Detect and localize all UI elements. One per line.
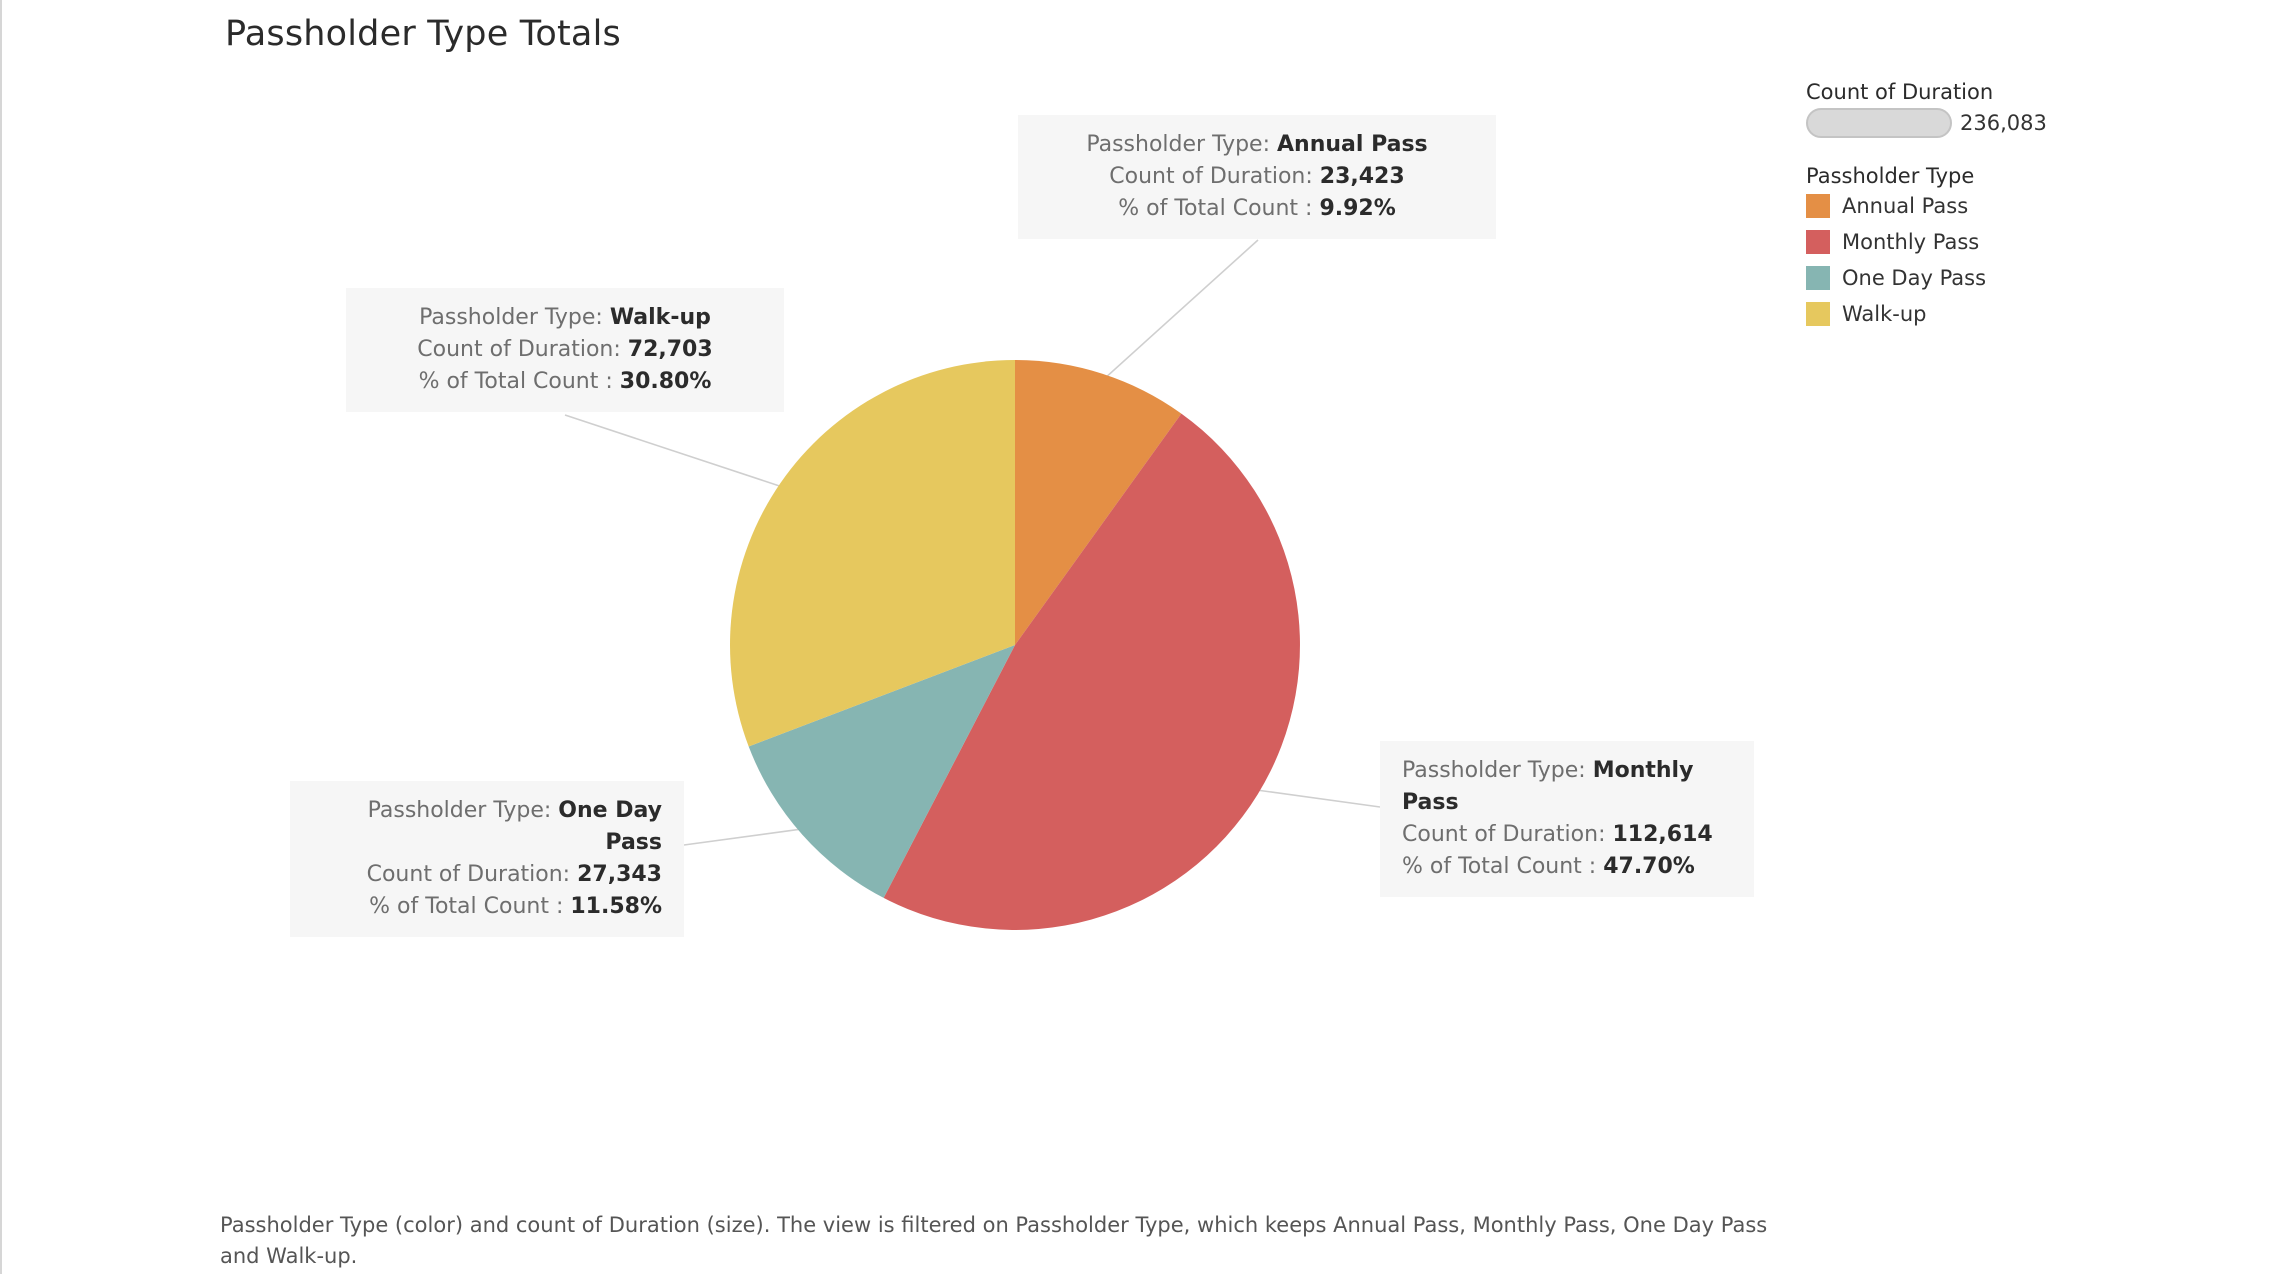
size-legend-row: 236,083 (1806, 108, 2047, 138)
legend-label: Walk-up (1842, 302, 1927, 326)
legend-item-one-day-pass[interactable]: One Day Pass (1806, 260, 2047, 296)
pie-slice-annual-pass[interactable] (1015, 360, 1182, 645)
chart-caption: Passholder Type (color) and count of Dur… (220, 1213, 1768, 1268)
size-legend-value: 236,083 (1960, 111, 2047, 135)
leader-line-annual-pass (1098, 239, 1259, 384)
legend-item-annual-pass[interactable]: Annual Pass (1806, 188, 2047, 224)
legend-swatch-annual-pass (1806, 194, 1830, 218)
legend-swatch-monthly-pass (1806, 230, 1830, 254)
leader-line-walk-up (564, 414, 789, 490)
pie-slice-one-day-pass[interactable] (748, 645, 1015, 898)
pie-slice-monthly-pass[interactable] (883, 413, 1300, 930)
legend-label: Annual Pass (1842, 194, 1969, 218)
leader-line-one-day-pass (683, 827, 810, 846)
tooltip-one-day-pass: Passholder Type: One Day Pass Count of D… (290, 781, 684, 937)
size-legend-swatch (1806, 108, 1952, 138)
legend-item-monthly-pass[interactable]: Monthly Pass (1806, 224, 2047, 260)
pie-slice-walk-up[interactable] (730, 360, 1015, 747)
legend-item-walk-up[interactable]: Walk-up (1806, 296, 2047, 332)
legend-swatch-walk-up (1806, 302, 1830, 326)
legend-swatch-one-day-pass (1806, 266, 1830, 290)
left-border (0, 0, 2, 1274)
tooltip-walk-up: Passholder Type: Walk-up Count of Durati… (346, 288, 784, 412)
chart-title: Passholder Type Totals (225, 14, 621, 54)
tooltip-monthly-pass: Passholder Type: Monthly Pass Count of D… (1380, 741, 1754, 897)
tooltip-annual-pass: Passholder Type: Annual Pass Count of Du… (1018, 115, 1496, 239)
leader-line-monthly-pass (1249, 788, 1381, 808)
legend-label: One Day Pass (1842, 266, 1987, 290)
legend-label: Monthly Pass (1842, 230, 1980, 254)
legend: Count of Duration 236,083 Passholder Typ… (1806, 80, 2047, 332)
size-legend-title: Count of Duration (1806, 80, 1994, 104)
color-legend-title: Passholder Type (1806, 164, 1975, 188)
